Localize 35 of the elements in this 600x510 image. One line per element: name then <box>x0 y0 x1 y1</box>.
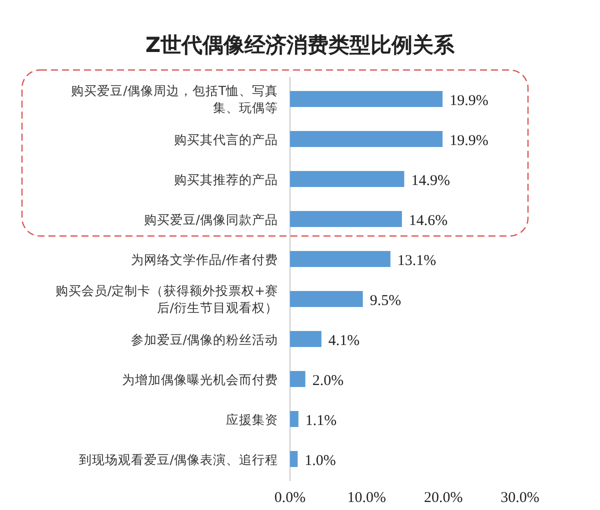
y-tick-label: 应援集资 <box>225 410 278 428</box>
data-label: 14.6% <box>408 213 448 229</box>
y-tick-label: 为网络文学作品/作者付费 <box>130 250 278 268</box>
chart-title: Z世代偶像经济消费类型比例关系 <box>145 33 456 57</box>
bar <box>290 411 298 427</box>
y-tick-label: 到现场观看爱豆/偶像表演、追行程 <box>78 450 278 468</box>
x-tick-label: 20.0% <box>424 490 463 506</box>
data-label: 19.9% <box>450 93 488 109</box>
y-tick-label: 购买爱豆/偶像周边，包括T恤、写真集、玩偶等 <box>70 82 278 116</box>
data-label: 9.5% <box>370 293 402 309</box>
y-tick-label: 为增加偶像曝光机会而付费 <box>121 370 278 388</box>
bar <box>290 91 443 107</box>
data-label: 1.1% <box>305 413 337 429</box>
bar <box>290 331 322 347</box>
data-label: 19.9% <box>450 133 488 149</box>
y-tick-label: 购买会员/定制卡（获得额外投票权+赛后/衍生节目观看权） <box>54 282 278 316</box>
bar <box>290 171 404 187</box>
y-tick-label: 购买其推荐的产品 <box>173 170 278 188</box>
x-tick-label: 0.0% <box>274 490 306 506</box>
data-label: 4.1% <box>328 333 360 349</box>
y-tick-label: 购买爱豆/偶像同款产品 <box>142 210 278 228</box>
x-tick-label: 10.0% <box>347 490 386 506</box>
y-tick-label: 购买其代言的产品 <box>173 130 278 148</box>
data-label: 14.9% <box>411 173 450 189</box>
y-tick-label: 参加爱豆/偶像的粉丝活动 <box>130 330 278 348</box>
bar <box>290 251 390 267</box>
data-label: 2.0% <box>312 373 344 389</box>
bar <box>290 371 306 387</box>
bar <box>290 451 298 467</box>
x-tick-label: 30.0% <box>500 490 540 506</box>
bar <box>290 131 443 147</box>
bar <box>290 211 402 227</box>
bar <box>290 291 363 307</box>
data-label: 13.1% <box>397 253 436 269</box>
data-label: 1.0% <box>304 453 336 469</box>
